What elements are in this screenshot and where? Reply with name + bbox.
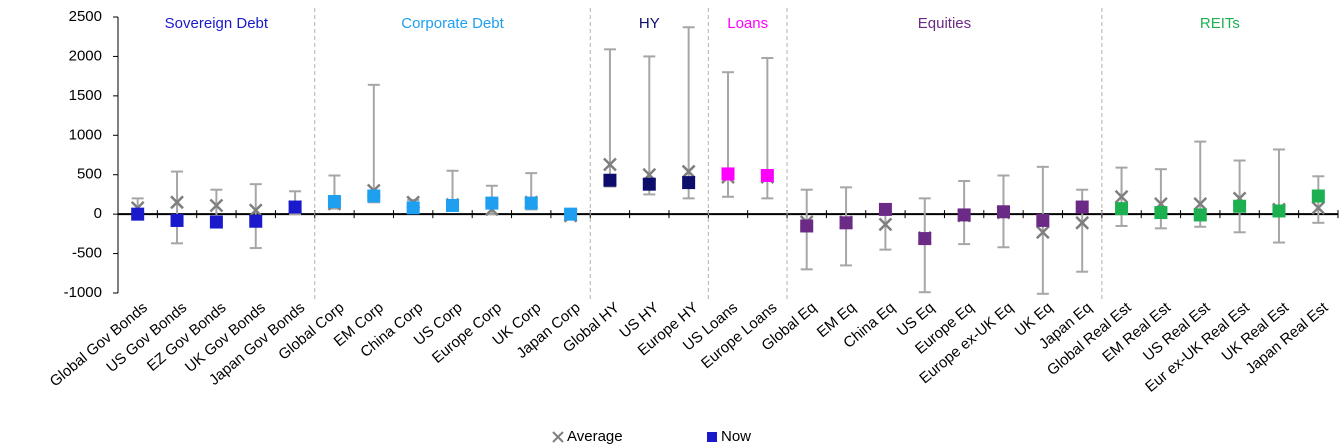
now-marker [446,198,460,212]
now-marker [1233,199,1247,213]
group-label: Sovereign Debt [165,15,269,32]
now-marker [1075,200,1089,214]
average-marker [1035,225,1050,240]
now-marker [406,201,420,215]
now-marker [642,177,656,191]
now-marker [209,215,223,229]
now-marker [800,219,814,233]
group-label: Loans [727,15,768,32]
now-marker [957,208,971,222]
now-marker [485,196,499,210]
y-tick-label: 1500 [69,87,102,104]
now-marker [564,207,578,221]
now-marker [1311,189,1325,203]
now-marker [918,232,932,246]
now-marker [760,169,774,183]
y-tick-label: 0 [94,205,102,222]
now-marker [327,195,341,209]
now-marker [367,189,381,203]
now-marker [839,216,853,230]
average-marker [1193,197,1208,211]
average-marker [248,203,263,218]
now-marker [1193,208,1207,222]
now-marker [682,176,696,190]
average-marker [1075,215,1090,230]
now-marker [603,173,617,187]
legend-label: Average [567,428,623,445]
group-label: Corporate Debt [401,15,504,32]
now-marker [1272,204,1286,218]
y-tick-label: 2000 [69,47,102,64]
legend-marker [707,432,717,442]
group-label: Equities [918,15,971,32]
now-marker [996,205,1010,219]
now-marker [288,200,302,214]
now-marker [1154,206,1168,220]
average-marker [1114,189,1129,204]
now-marker [170,213,184,227]
now-marker [524,196,538,210]
group-label: REITs [1200,15,1240,32]
now-marker [131,207,145,221]
now-marker [1115,202,1129,216]
average-marker [681,164,696,179]
average-marker [209,198,224,213]
legend-marker [552,431,564,443]
now-marker [878,202,892,216]
y-tick-label: 500 [77,166,102,183]
y-tick-label: -1000 [64,284,102,301]
average-marker [1311,200,1326,215]
legend-label: Now [721,428,751,445]
now-marker [1036,213,1050,227]
y-tick-label: 2500 [69,8,102,25]
y-tick-label: -500 [72,245,102,262]
average-marker [170,195,184,210]
average-marker [603,157,617,172]
now-marker [721,167,735,181]
now-marker [249,214,263,228]
group-label: HY [639,15,660,32]
average-marker [878,217,893,232]
y-tick-label: 1000 [69,126,102,143]
